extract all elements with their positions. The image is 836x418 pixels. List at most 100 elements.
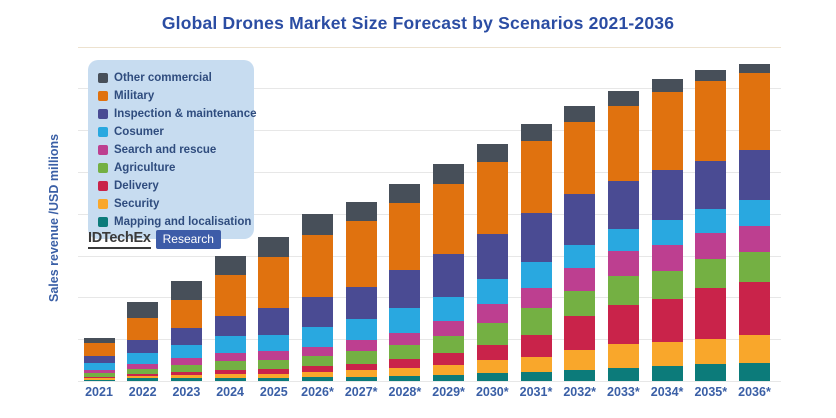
bar-segment	[564, 122, 596, 194]
bar-segment	[345, 364, 377, 370]
bar-2028	[389, 184, 421, 381]
bar-segment	[739, 335, 770, 363]
bar-2021	[83, 338, 115, 381]
bar-segment	[520, 288, 552, 308]
bar-segment	[214, 256, 246, 275]
x-axis-label: 2021	[85, 385, 113, 399]
bar-segment	[520, 335, 552, 357]
bar-2022	[127, 302, 159, 381]
bar-segment	[258, 308, 290, 335]
bar-segment	[83, 338, 115, 343]
bar-segment	[345, 340, 377, 351]
legend-swatch-icon	[98, 163, 108, 173]
legend-swatch-icon	[98, 73, 108, 83]
x-axis-label: 2033*	[607, 385, 640, 399]
bar-segment	[564, 370, 596, 381]
bar-segment	[127, 378, 159, 381]
bar-segment	[302, 347, 333, 356]
bar-2029	[433, 164, 465, 381]
legend-item: Agriculture	[98, 159, 244, 177]
bar-segment	[651, 342, 683, 366]
bar-segment	[214, 378, 246, 381]
bar-segment	[695, 259, 727, 288]
bar-segment	[739, 150, 770, 200]
bar-segment	[695, 233, 727, 259]
bar-segment	[83, 378, 115, 380]
bar-segment	[695, 364, 727, 381]
bar-segment	[127, 340, 159, 353]
bar-segment	[476, 234, 508, 279]
x-axis-label: 2026*	[301, 385, 334, 399]
x-axis-label: 2028*	[388, 385, 422, 399]
gridline	[78, 297, 781, 299]
bar-segment	[433, 164, 465, 184]
bar-segment	[651, 170, 683, 220]
bar-segment	[651, 366, 683, 381]
bar-segment	[651, 220, 683, 245]
bar-segment	[302, 366, 333, 372]
bar-segment	[564, 194, 596, 245]
bar-segment	[607, 181, 639, 229]
bar-segment	[607, 91, 639, 106]
brand-name: IDTechEx	[88, 230, 151, 249]
gridline	[78, 130, 781, 132]
bar-segment	[127, 376, 159, 378]
bar-segment	[520, 124, 552, 141]
legend-item: Security	[98, 195, 244, 213]
gridline	[78, 88, 781, 90]
x-axis-label: 2036*	[738, 385, 771, 399]
bar-segment	[345, 319, 377, 340]
legend-swatch-icon	[98, 145, 108, 155]
bar-segment	[258, 335, 290, 351]
bar-segment	[433, 321, 465, 336]
x-axis-label: 2030*	[475, 385, 509, 399]
bar-segment	[476, 373, 508, 381]
bar-segment	[520, 308, 552, 335]
bar-2035	[695, 70, 727, 381]
bar-segment	[127, 353, 159, 364]
bar-segment	[345, 287, 377, 319]
bar-segment	[214, 336, 246, 353]
legend-swatch-icon	[98, 181, 108, 191]
bar-segment	[302, 235, 333, 297]
bar-segment	[170, 358, 202, 365]
bar-segment	[302, 377, 333, 381]
bar-2026	[302, 214, 333, 381]
bar-segment	[83, 343, 115, 356]
bar-segment	[127, 369, 159, 374]
brand-badge: Research	[155, 230, 221, 249]
bar-segment	[695, 161, 727, 209]
bar-2032	[564, 106, 596, 381]
legend-label: Search and rescue	[114, 144, 217, 156]
legend-swatch-icon	[98, 217, 108, 227]
bar-segment	[564, 268, 596, 291]
bar-segment	[389, 308, 421, 333]
bar-segment	[258, 378, 290, 381]
bar-segment	[564, 245, 596, 268]
bar-segment	[345, 221, 377, 287]
bar-segment	[345, 202, 377, 221]
bar-2033	[607, 91, 639, 381]
bar-segment	[170, 365, 202, 372]
bar-segment	[564, 350, 596, 370]
bar-segment	[83, 380, 115, 381]
bar-segment	[607, 276, 639, 305]
legend-item: Cosumer	[98, 123, 244, 141]
x-axis-label: 2024	[216, 385, 244, 399]
legend-label: Delivery	[114, 180, 159, 192]
bar-segment	[214, 361, 246, 370]
legend-swatch-icon	[98, 91, 108, 101]
legend-label: Cosumer	[114, 126, 164, 138]
bar-2030	[476, 144, 508, 381]
bar-2036	[739, 64, 770, 381]
bar-segment	[564, 291, 596, 316]
bar-segment	[258, 369, 290, 374]
bar-segment	[258, 257, 290, 308]
bar-segment	[170, 281, 202, 300]
bar-2023	[170, 281, 202, 381]
bar-segment	[389, 368, 421, 376]
bar-segment	[433, 297, 465, 321]
bar-segment	[607, 305, 639, 344]
bar-segment	[258, 374, 290, 378]
